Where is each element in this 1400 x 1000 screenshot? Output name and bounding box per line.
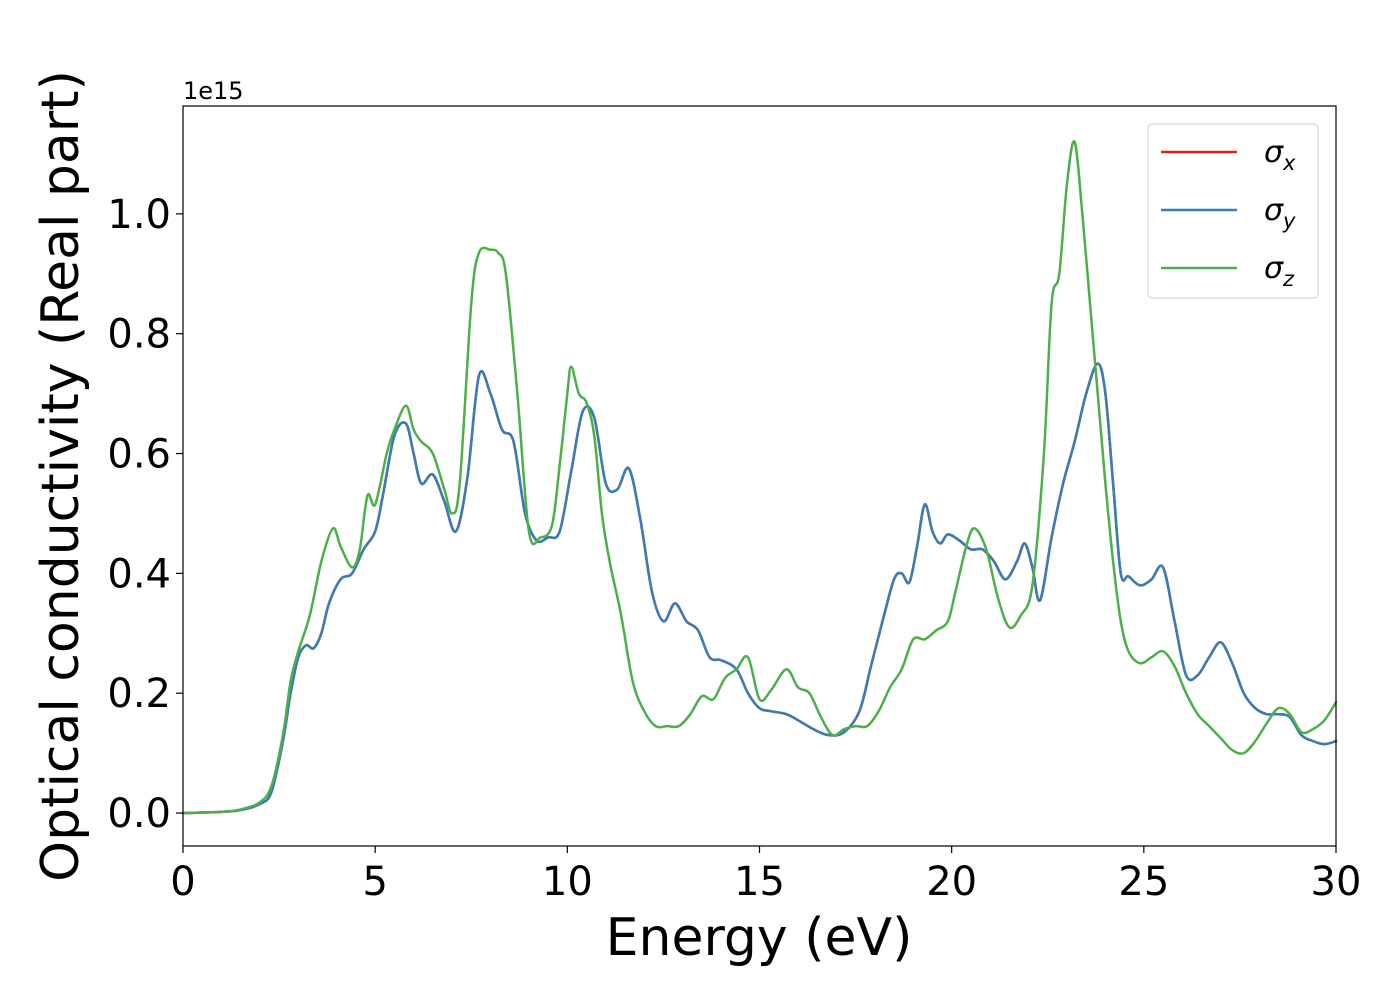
y-axis-ticks: 0.0 0.2 0.4 0.6 0.8 1.0 (107, 192, 183, 837)
x-tick-label: 0 (170, 859, 195, 905)
x-tick-label: 20 (926, 859, 977, 905)
x-axis-ticks: 0 5 10 15 20 25 30 (170, 846, 1361, 905)
y-axis-label: Optical conductivity (Real part) (31, 70, 91, 882)
y-tick-label: 0.0 (107, 791, 171, 837)
legend: σx σy σz (1147, 123, 1319, 299)
y-offset-label: 1e15 (183, 77, 244, 105)
x-tick-label: 30 (1311, 859, 1362, 905)
legend-label-y: σy (1264, 193, 1296, 233)
legend-label-x: σx (1264, 135, 1296, 175)
y-tick-label: 1.0 (107, 192, 171, 238)
y-tick-label: 0.2 (107, 671, 171, 717)
series-line-z (181, 140, 1338, 815)
x-tick-label: 15 (734, 859, 785, 905)
x-tick-label: 25 (1118, 859, 1169, 905)
y-tick-label: 0.6 (107, 432, 171, 478)
y-tick-label: 0.4 (107, 551, 171, 597)
series-layer (181, 140, 1338, 815)
series-line-y (181, 362, 1338, 815)
x-tick-label: 10 (542, 859, 593, 905)
legend-label-z: σz (1264, 251, 1295, 291)
x-axis-label: Energy (eV) (606, 908, 913, 968)
x-tick-label: 5 (362, 859, 387, 905)
y-tick-label: 0.8 (107, 312, 171, 358)
